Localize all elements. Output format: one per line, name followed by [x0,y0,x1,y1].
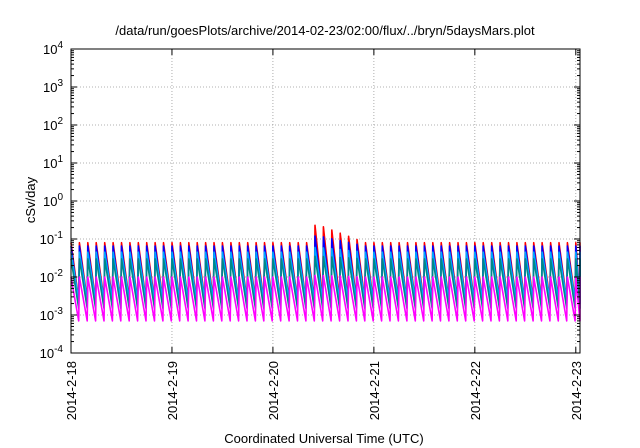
x-tick-label: 2014-2-19 [165,361,180,420]
x-tick-label: 2014-2-18 [64,361,79,420]
y-tick-label: 100 [43,192,63,209]
y-axis-label: cSv/day [23,176,38,223]
x-axis-label: Coordinated Universal Time (UTC) [224,431,423,446]
ticks: 10-4 10-3 10-2 10-1 100 101 102 103 104 2014-2-18… [40,40,584,420]
y-tick-label: 10-1 [40,230,64,247]
y-tick-label: 102 [43,116,63,133]
x-tick-label: 2014-2-23 [569,361,584,420]
x-tick-label: 2014-2-22 [468,361,483,420]
series-line [70,274,581,322]
series-layer [70,224,581,322]
y-tick-label: 10-3 [40,306,64,323]
y-tick-label: 103 [43,78,63,95]
grid [71,49,580,353]
x-tick-label: 2014-2-20 [266,361,281,420]
y-tick-label: 101 [43,154,63,171]
x-tick-label: 2014-2-21 [367,361,382,420]
y-tick-label: 10-2 [40,268,64,285]
y-tick-label: 104 [43,40,63,57]
chart-title: /data/run/goesPlots/archive/2014-02-23/0… [115,23,535,38]
y-tick-label: 10-4 [40,344,64,361]
